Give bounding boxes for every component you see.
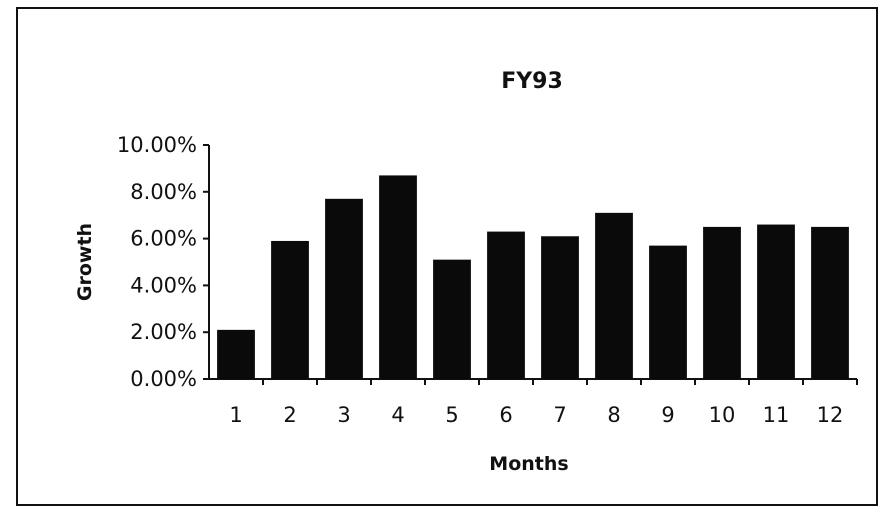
bar-month-6 xyxy=(487,231,525,379)
y-axis-title: Growth xyxy=(74,223,96,301)
bar-month-9 xyxy=(649,245,687,379)
bar-month-2 xyxy=(271,240,309,379)
x-tick-label: 4 xyxy=(391,403,404,427)
y-tick-label: 6.00% xyxy=(130,227,197,251)
x-tick-label: 8 xyxy=(607,403,620,427)
x-tick-label: 5 xyxy=(445,403,458,427)
x-tick-label: 3 xyxy=(337,403,350,427)
x-tick-label: 7 xyxy=(553,403,566,427)
y-tick-label: 4.00% xyxy=(130,273,197,297)
x-tick-label: 11 xyxy=(763,403,790,427)
bar-month-5 xyxy=(433,259,471,379)
bar-month-3 xyxy=(325,198,363,379)
x-axis-title: Months xyxy=(489,453,568,475)
bar-month-12 xyxy=(811,226,849,379)
x-tick-label: 9 xyxy=(661,403,674,427)
x-tick-label: 12 xyxy=(817,403,844,427)
y-tick-label: 8.00% xyxy=(130,180,197,204)
x-tick-label: 6 xyxy=(499,403,512,427)
x-tick-label: 1 xyxy=(229,403,242,427)
x-tick-label: 2 xyxy=(283,403,296,427)
y-tick-label: 0.00% xyxy=(130,367,197,391)
x-tick-label: 10 xyxy=(709,403,736,427)
bar-month-8 xyxy=(595,212,633,379)
bar-month-1 xyxy=(217,329,255,379)
bar-month-4 xyxy=(379,175,417,379)
chart-title: FY93 xyxy=(501,69,563,94)
bar-month-10 xyxy=(703,226,741,379)
bar-month-11 xyxy=(757,224,795,379)
y-tick-label: 2.00% xyxy=(130,320,197,344)
bar-month-7 xyxy=(541,236,579,379)
y-tick-label: 10.00% xyxy=(117,133,197,157)
